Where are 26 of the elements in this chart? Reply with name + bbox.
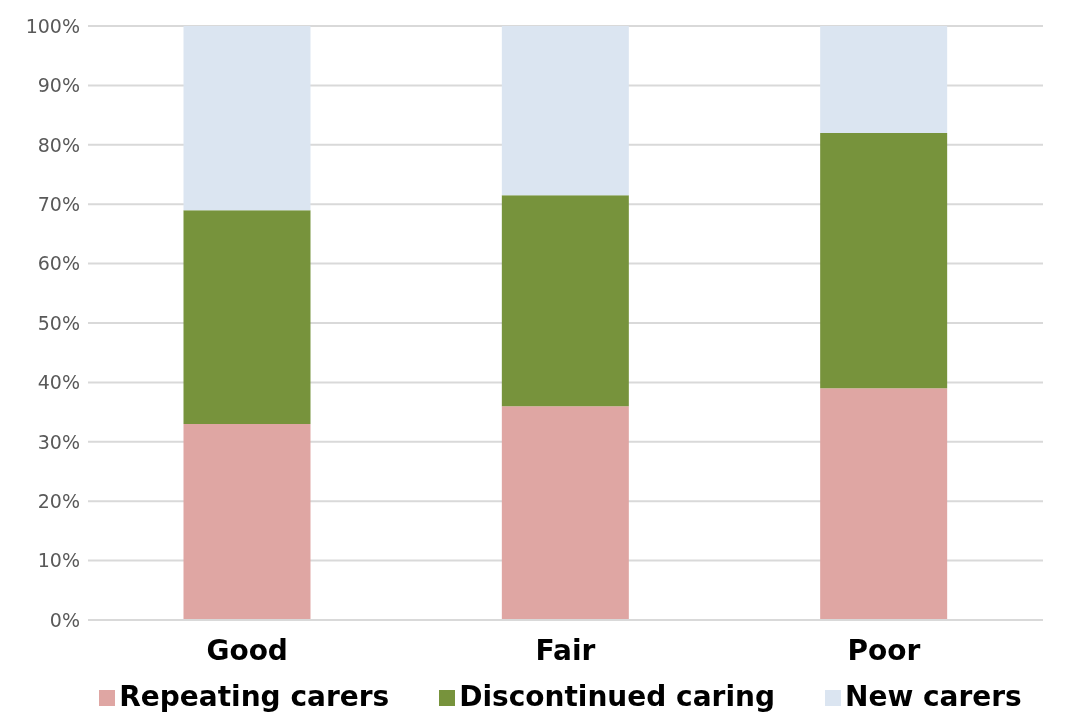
y-tick-label: 60% bbox=[37, 252, 80, 275]
x-tick-label: Fair bbox=[535, 633, 596, 667]
bar bbox=[183, 210, 311, 424]
y-tick-label: 90% bbox=[37, 74, 80, 97]
bar bbox=[501, 195, 629, 407]
bar bbox=[183, 423, 311, 620]
y-tick-label: 100% bbox=[25, 14, 80, 37]
x-tick-label: Good bbox=[206, 633, 288, 667]
legend-label: Discontinued caring bbox=[459, 680, 775, 713]
y-tick-label: 50% bbox=[37, 311, 80, 334]
bar bbox=[501, 406, 629, 620]
legend-label: Repeating carers bbox=[119, 680, 390, 713]
bar bbox=[820, 26, 948, 133]
bar bbox=[820, 132, 948, 389]
y-tick-label: 20% bbox=[37, 489, 80, 512]
y-tick-label: 10% bbox=[37, 549, 80, 572]
legend-label: New carers bbox=[844, 680, 1022, 713]
x-tick-label: Poor bbox=[847, 633, 921, 667]
bar bbox=[501, 26, 629, 196]
y-tick-label: 40% bbox=[37, 371, 80, 394]
bar bbox=[183, 26, 311, 211]
bar bbox=[820, 388, 948, 620]
y-tick-label: 70% bbox=[37, 192, 80, 215]
y-tick-label: 30% bbox=[37, 430, 80, 453]
y-tick-label: 80% bbox=[37, 133, 80, 156]
y-tick-label: 0% bbox=[49, 608, 80, 631]
